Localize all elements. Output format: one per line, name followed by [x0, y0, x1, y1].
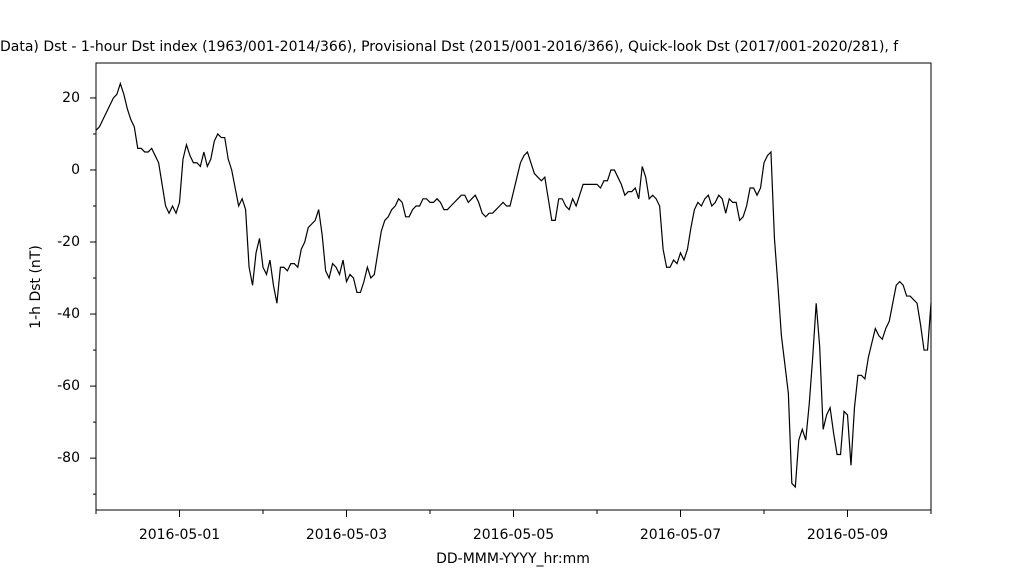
- y-tick-label: -40: [57, 306, 80, 322]
- y-tick-label: -80: [57, 450, 80, 466]
- y-tick-label: -60: [57, 378, 80, 394]
- plot-frame: [95, 62, 932, 511]
- data-line: [95, 81, 932, 489]
- x-tick-label: 2016-05-07: [640, 527, 721, 543]
- y-tick-label: -20: [57, 234, 80, 250]
- x-tick-label: 2016-05-03: [306, 527, 387, 543]
- y-tick-label: 20: [62, 90, 80, 106]
- y-tick-label: 0: [71, 162, 80, 178]
- x-tick-label: 2016-05-09: [807, 527, 888, 543]
- x-axis-label: DD-MMM-YYYY_hr:mm: [436, 551, 590, 567]
- chart-title: Data) Dst - 1-hour Dst index (1963/001-2…: [0, 39, 899, 55]
- x-tick-label: 2016-05-05: [473, 527, 554, 543]
- x-tick-label: 2016-05-01: [139, 527, 220, 543]
- y-axis-label: 1-h Dst (nT): [28, 245, 44, 329]
